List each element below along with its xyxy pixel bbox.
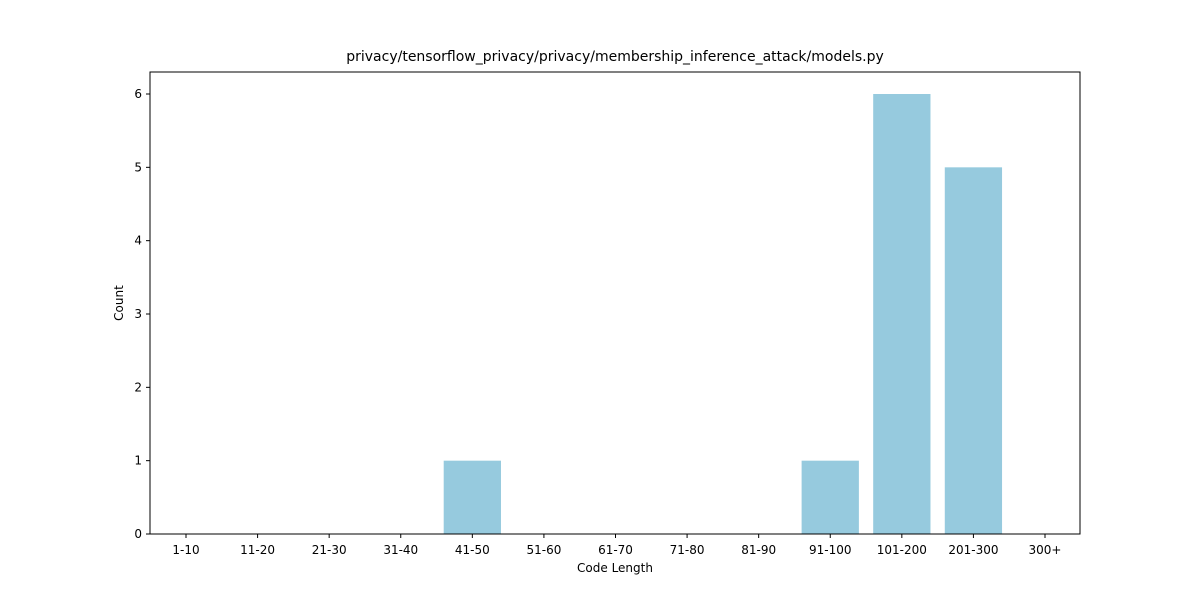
x-tick-label: 21-30 [312,543,347,557]
x-axis-label: Code Length [577,561,653,575]
y-tick-label: 1 [134,454,142,468]
y-tick-label: 6 [134,87,142,101]
x-tick-label: 81-90 [741,543,776,557]
chart-title: privacy/tensorflow_privacy/privacy/membe… [346,49,884,65]
bar-101-200 [873,94,931,534]
x-tick-label: 41-50 [455,543,490,557]
x-tick-label: 101-200 [877,543,927,557]
y-axis-label: Count [112,285,126,321]
y-tick-label: 5 [134,160,142,174]
bar-201-300 [944,167,1003,534]
x-tick-label: 61-70 [598,543,633,557]
x-tick-label: 71-80 [670,543,705,557]
y-tick-label: 2 [134,380,142,394]
bar-41-50 [443,460,501,534]
x-tick-label: 1-10 [172,543,199,557]
y-tick-label: 0 [134,527,142,541]
plot-frame [149,71,1081,535]
bar-91-100 [801,460,859,534]
x-tick-label: 91-100 [809,543,852,557]
x-tick-label: 300+ [1029,543,1062,557]
bars-group [443,94,1003,534]
y-tick-label: 3 [134,307,142,321]
x-axis: 1-10 11-20 21-30 31-40 41-50 51-60 61-70 71-80 8… [172,534,1061,557]
x-tick-label: 201-300 [948,543,998,557]
x-tick-label: 11-20 [240,543,275,557]
y-tick-label: 4 [134,234,142,248]
x-tick-label: 31-40 [383,543,418,557]
x-tick-label: 51-60 [526,543,561,557]
y-axis: 0 1 2 3 4 5 6 [134,87,150,541]
